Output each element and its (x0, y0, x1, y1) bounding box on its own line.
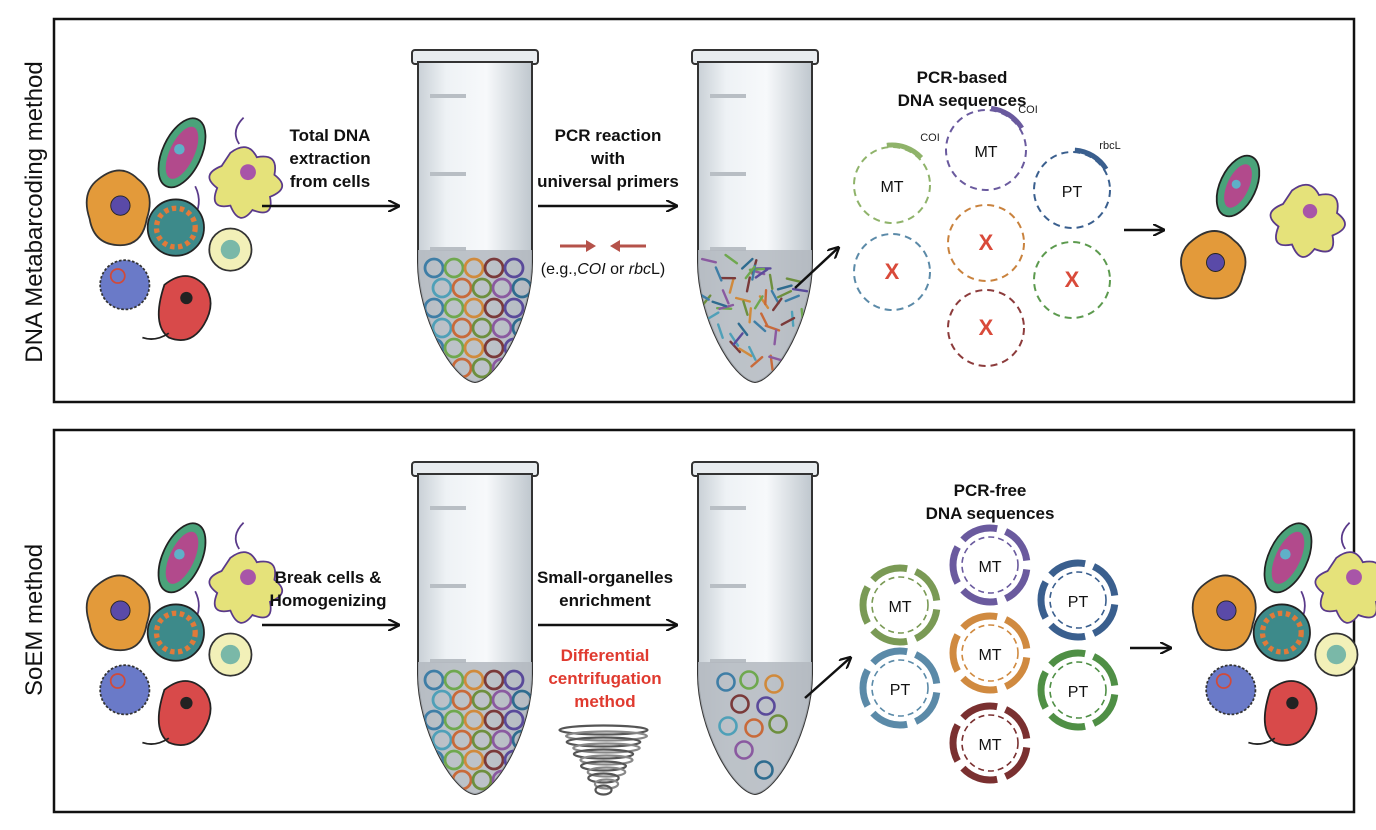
failed-sequence-circle: X (947, 289, 1025, 367)
arrow-to-sequences-bottom (804, 658, 850, 699)
marker-label: COI (920, 132, 940, 144)
x-mark: X (885, 259, 900, 284)
x-mark: X (1065, 267, 1080, 292)
centrifugation-line-2: centrifugation (548, 669, 661, 688)
circle-label: PT (1062, 184, 1083, 201)
step2-line-3: universal primers (537, 172, 679, 191)
circle-label: MT (880, 179, 903, 196)
tube-pcr-products-icon (691, 49, 819, 384)
circle-label: PT (1068, 594, 1089, 611)
circle-label: MT (978, 737, 1001, 754)
bottom-step1-label: Break cells & Homogenizing (269, 568, 386, 610)
circle-label: MT (978, 647, 1001, 664)
failed-sequence-circle: X (1033, 241, 1111, 319)
bottom-step1-line-2: Homogenizing (269, 591, 386, 610)
top-sequence-circles: MT COI MT COI PT rbcL X X X X (853, 104, 1121, 367)
top-side-label: DNA Metabarcoding method (21, 61, 48, 363)
organelle-genome-circle: PT (1037, 559, 1119, 641)
bottom-step2-label: Small-organelles enrichment Differential… (537, 568, 673, 711)
marker-label: COI (1018, 104, 1038, 116)
x-mark: X (979, 230, 994, 255)
centrifugation-line-1: Differential (561, 646, 650, 665)
bottom-side-label: SoEM method (21, 544, 48, 696)
organelle-genome-circle: PT (859, 647, 941, 729)
organelle-genome-circle: PT rbcL (1033, 140, 1121, 229)
organelle-genome-circle: MT COI (853, 132, 940, 224)
step2-label: PCR reaction with universal primers (537, 126, 679, 191)
x-mark: X (979, 315, 994, 340)
top-panel-frame (52, 17, 1356, 404)
primer-arrows-icon (560, 240, 646, 252)
centrifugation-line-3: method (574, 692, 635, 711)
organelle-genome-circle: MT (949, 702, 1031, 784)
step1-line-1: Total DNA (290, 126, 371, 145)
circle-label: PT (890, 682, 911, 699)
tube-organelles-icon (691, 461, 819, 796)
protist-cells-icon (85, 521, 283, 746)
circle-label: MT (978, 559, 1001, 576)
step1-line-2: extraction (289, 149, 370, 168)
tube-total-dna-icon (411, 49, 539, 384)
failed-sequence-circle: X (853, 233, 931, 311)
step1-label: Total DNA extraction from cells (289, 126, 370, 191)
bottom-sequence-circles: MT MT PT MT PT PT MT (859, 524, 1119, 784)
identified-cells-icon (1191, 521, 1376, 746)
organelle-genome-circle: MT (949, 612, 1031, 694)
organelle-genome-circle: MT (859, 564, 941, 646)
arrow-to-sequences-top (794, 248, 838, 289)
bottom-step2-line-2: enrichment (559, 591, 651, 610)
step2-line-1: PCR reaction (555, 126, 662, 145)
bottom-result-title-2: DNA sequences (926, 504, 1055, 523)
bottom-step1-line-1: Break cells & (275, 568, 382, 587)
bottom-result-title-1: PCR-free (954, 481, 1027, 500)
organelle-genome-circle: MT (949, 524, 1031, 606)
organelle-genome-circle: PT (1037, 649, 1119, 731)
identified-cells-icon (1180, 154, 1346, 300)
step2-line-2: with (590, 149, 625, 168)
circle-label: MT (888, 599, 911, 616)
top-result-title-1: PCR-based (917, 68, 1008, 87)
primer-note: (e.g.,COI or rbcL) (541, 261, 666, 278)
top-result-title-2: DNA sequences (898, 91, 1027, 110)
tornado-centrifuge-icon (558, 724, 649, 796)
bottom-step2-line-1: Small-organelles (537, 568, 673, 587)
failed-sequence-circle: X (947, 204, 1025, 282)
marker-label: rbcL (1099, 140, 1120, 152)
tube-homogenate-icon (411, 461, 539, 796)
organelle-genome-circle: MT COI (945, 104, 1038, 191)
circle-label: PT (1068, 684, 1089, 701)
circle-label: MT (974, 144, 997, 161)
step1-line-3: from cells (290, 172, 370, 191)
protist-cells-icon (85, 116, 283, 341)
